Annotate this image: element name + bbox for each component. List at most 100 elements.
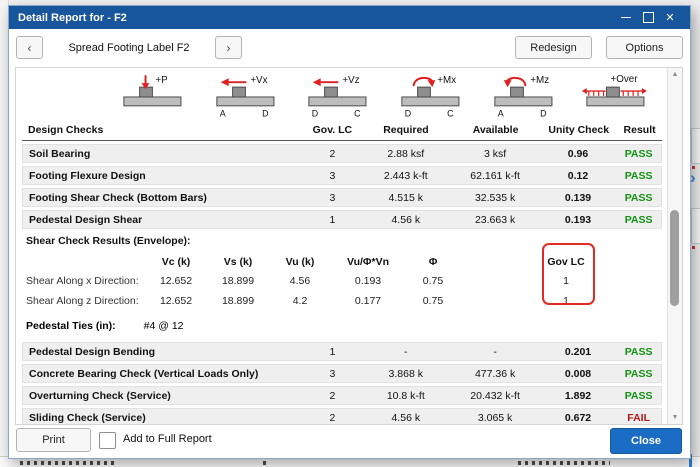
available-cell: 20.432 k-ft bbox=[450, 390, 539, 402]
report-scroll-content: +P +Vx A D bbox=[22, 72, 662, 425]
envelope-row-z: Shear Along z Direction: 12.652 18.899 4… bbox=[22, 291, 662, 311]
close-icon: ✕ bbox=[665, 11, 674, 24]
scroll-down-arrow-icon[interactable]: ▼ bbox=[668, 411, 682, 424]
options-button[interactable]: Options bbox=[606, 36, 683, 59]
shear-envelope-title: Shear Check Results (Envelope): bbox=[22, 229, 662, 251]
available-cell: 3.065 k bbox=[450, 412, 539, 424]
gov-lc-cell: 2 bbox=[304, 412, 361, 424]
minimize-icon bbox=[621, 17, 631, 18]
vertical-scrollbar[interactable]: ▲ ▼ bbox=[667, 68, 682, 424]
unity-check-cell: 0.672 bbox=[540, 412, 617, 424]
pedestal-ties-label: Pedestal Ties (in): bbox=[22, 320, 116, 332]
check-name-cell: Pedestal Design Bending bbox=[23, 346, 304, 358]
dialog-titlebar[interactable]: Detail Report for - F2 ✕ bbox=[9, 6, 690, 29]
previous-footing-button[interactable]: ‹ bbox=[16, 36, 43, 59]
redesign-button[interactable]: Redesign bbox=[515, 36, 592, 59]
phi-cell: 0.75 bbox=[404, 275, 462, 287]
svg-text:+P: +P bbox=[155, 75, 168, 86]
table-row: Pedestal Design Bending 1 - - 0.201 PASS bbox=[22, 342, 662, 361]
maximize-button[interactable] bbox=[637, 6, 659, 29]
check-name-cell: Overturning Check (Service) bbox=[23, 390, 304, 402]
envelope-gov-lc-cell: 1 bbox=[538, 275, 594, 287]
col-available: Available bbox=[451, 124, 541, 136]
report-content-panel: +P +Vx A D bbox=[15, 67, 683, 425]
maximize-icon bbox=[643, 12, 654, 23]
result-cell: PASS bbox=[616, 214, 661, 226]
footing-shear-z-icon: +Vz D C bbox=[299, 72, 384, 118]
footing-shear-x-icon: +Vx A D bbox=[207, 72, 292, 118]
check-name-cell: Sliding Check (Service) bbox=[23, 412, 304, 424]
pedestal-ties-value: #4 @ 12 bbox=[144, 320, 184, 332]
check-name-cell: Footing Flexure Design bbox=[23, 170, 304, 182]
gov-lc-cell: 1 bbox=[304, 214, 361, 226]
svg-text:C: C bbox=[354, 109, 361, 118]
dialog-title: Detail Report for - F2 bbox=[18, 12, 127, 24]
col-vs: Vs (k) bbox=[208, 256, 268, 268]
close-window-button[interactable]: ✕ bbox=[659, 6, 681, 29]
phi-cell: 0.75 bbox=[404, 295, 462, 307]
available-cell: 23.663 k bbox=[450, 214, 539, 226]
available-cell: 3 ksf bbox=[450, 148, 539, 160]
minimize-button[interactable] bbox=[615, 6, 637, 29]
design-checks-header-row: Design Checks Gov. LC Required Available… bbox=[22, 120, 662, 141]
col-phi: Φ bbox=[404, 256, 462, 268]
shear-envelope-header-row: Vc (k) Vs (k) Vu (k) Vu/Φ*Vn Φ Gov LC bbox=[22, 253, 662, 271]
add-to-full-report-checkbox[interactable] bbox=[99, 432, 116, 449]
required-cell: 2.88 ksf bbox=[361, 148, 450, 160]
col-vu-phi-vn: Vu/Φ*Vn bbox=[332, 256, 404, 268]
required-cell: - bbox=[361, 346, 450, 358]
svg-text:+Vx: +Vx bbox=[250, 75, 267, 86]
background-window-text-fragment bbox=[20, 461, 116, 465]
footing-label: Spread Footing Label F2 bbox=[43, 42, 215, 54]
ratio-cell: 0.193 bbox=[332, 275, 404, 287]
result-cell: PASS bbox=[616, 170, 661, 182]
available-cell: 62.161 k-ft bbox=[450, 170, 539, 182]
table-row: Concrete Bearing Check (Vertical Loads O… bbox=[22, 364, 662, 383]
required-cell: 10.8 k-ft bbox=[361, 390, 450, 402]
check-name-cell: Soil Bearing bbox=[23, 148, 304, 160]
unity-check-cell: 0.193 bbox=[540, 214, 617, 226]
result-cell: PASS bbox=[616, 192, 661, 204]
svg-text:D: D bbox=[540, 109, 546, 118]
gov-lc-cell: 3 bbox=[304, 192, 361, 204]
detail-report-dialog: Detail Report for - F2 ✕ ‹ Spread Footin… bbox=[8, 5, 691, 459]
required-cell: 4.56 k bbox=[361, 412, 450, 424]
chevron-left-icon: ‹ bbox=[28, 41, 32, 55]
background-window-text-fragment bbox=[518, 461, 610, 465]
next-footing-button[interactable]: › bbox=[215, 36, 242, 59]
svg-text:+Vz: +Vz bbox=[343, 75, 360, 86]
svg-text:A: A bbox=[497, 109, 503, 118]
footing-axial-load-icon: +P bbox=[114, 72, 199, 118]
scrollbar-thumb[interactable] bbox=[670, 210, 679, 306]
vc-cell: 12.652 bbox=[144, 295, 208, 307]
available-cell: 477.36 k bbox=[450, 368, 539, 380]
col-envelope-gov-lc: Gov LC bbox=[538, 256, 594, 268]
vc-cell: 12.652 bbox=[144, 275, 208, 287]
table-row: Overturning Check (Service) 2 10.8 k-ft … bbox=[22, 386, 662, 405]
background-window-text-fragment bbox=[263, 461, 269, 465]
unity-check-cell: 0.008 bbox=[540, 368, 617, 380]
col-vu: Vu (k) bbox=[268, 256, 332, 268]
result-cell: PASS bbox=[616, 148, 661, 160]
envelope-row-x: Shear Along x Direction: 12.652 18.899 4… bbox=[22, 271, 662, 291]
table-row: Footing Shear Check (Bottom Bars) 3 4.51… bbox=[22, 188, 662, 207]
close-button[interactable]: Close bbox=[610, 428, 682, 454]
gov-lc-cell: 3 bbox=[304, 170, 361, 182]
svg-text:D: D bbox=[405, 109, 411, 118]
table-row: Pedestal Design Shear 1 4.56 k 23.663 k … bbox=[22, 210, 662, 229]
col-design-checks: Design Checks bbox=[22, 124, 304, 136]
svg-text:+Mx: +Mx bbox=[437, 75, 456, 86]
col-gov-lc: Gov. LC bbox=[304, 124, 362, 136]
add-to-full-report-label: Add to Full Report bbox=[123, 433, 212, 445]
envelope-row-label: Shear Along z Direction: bbox=[22, 295, 144, 307]
unity-check-cell: 0.96 bbox=[540, 148, 617, 160]
scroll-up-arrow-icon[interactable]: ▲ bbox=[668, 68, 682, 81]
chevron-right-icon: › bbox=[227, 41, 231, 55]
envelope-gov-lc-cell: 1 bbox=[538, 295, 594, 307]
col-unity-check: Unity Check bbox=[540, 124, 617, 136]
background-window-fragment bbox=[691, 128, 700, 164]
svg-text:+Mz: +Mz bbox=[530, 75, 549, 86]
print-button[interactable]: Print bbox=[16, 428, 91, 452]
gov-lc-cell: 3 bbox=[304, 368, 361, 380]
required-cell: 4.56 k bbox=[361, 214, 450, 226]
